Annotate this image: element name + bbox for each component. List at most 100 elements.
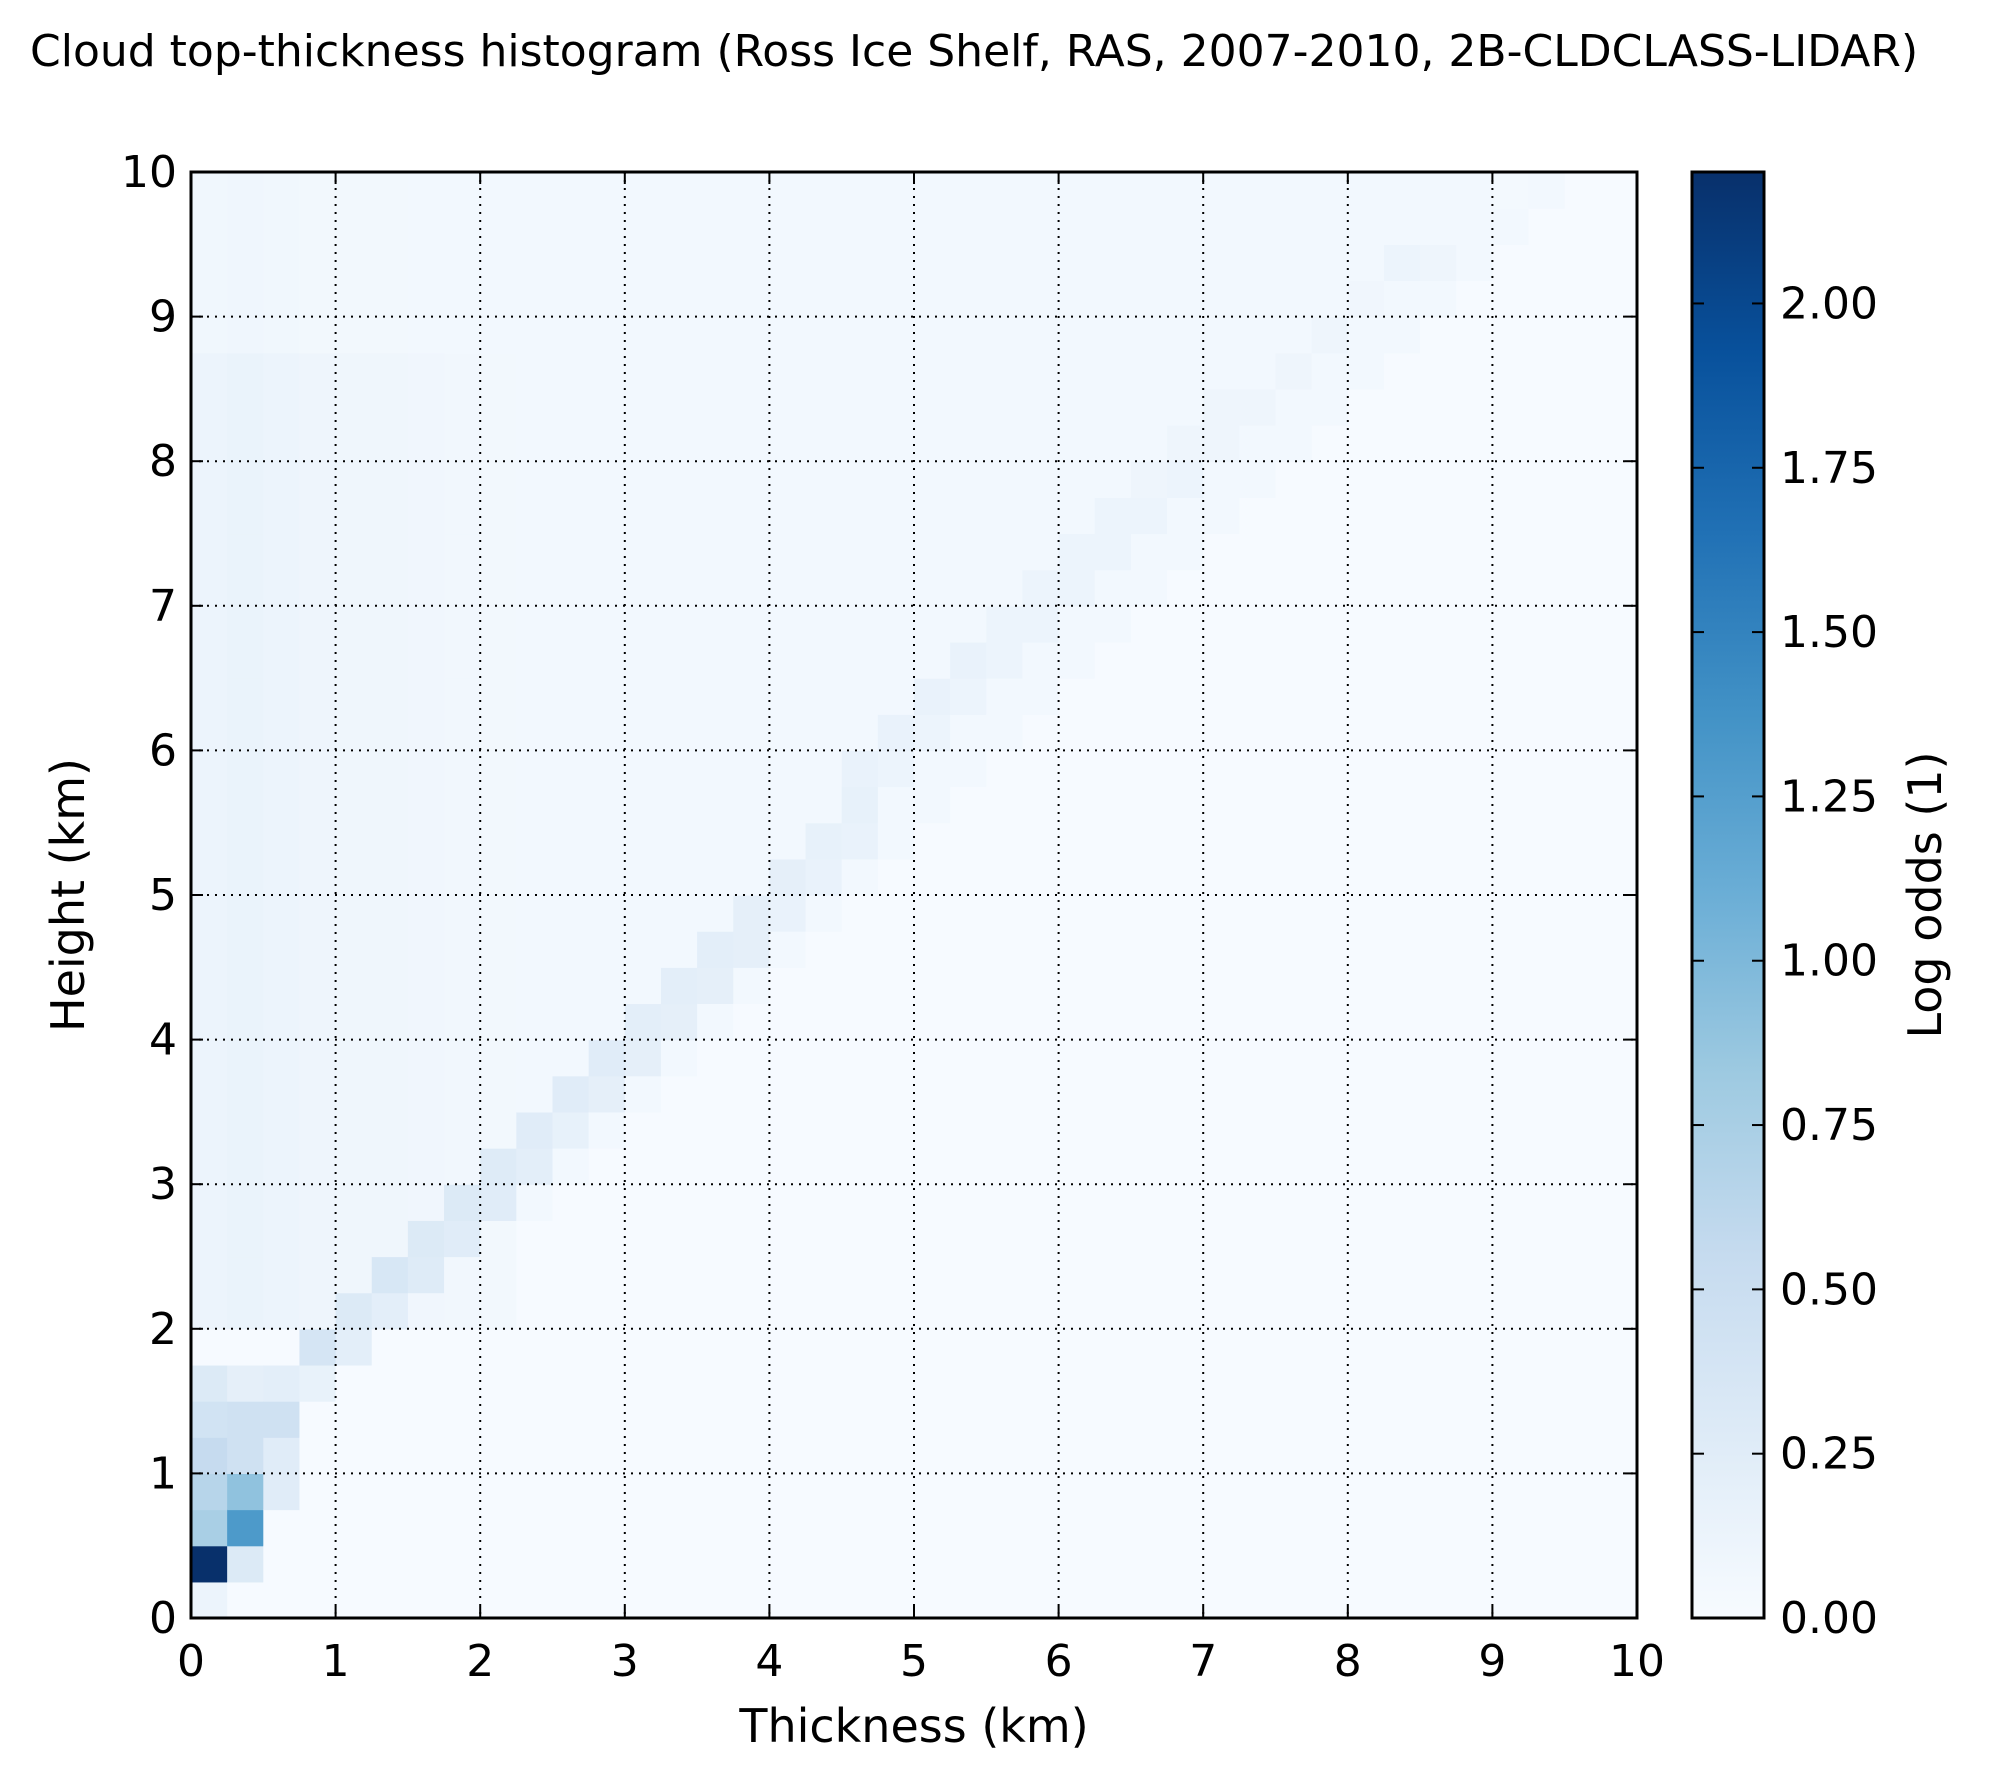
heatmap-cell bbox=[407, 1256, 445, 1294]
heatmap-cell bbox=[1600, 1220, 1638, 1258]
heatmap-cell bbox=[950, 641, 987, 679]
heatmap-cell bbox=[697, 1148, 734, 1185]
heatmap-cell bbox=[444, 1401, 481, 1438]
heatmap-cell bbox=[263, 1401, 301, 1438]
heatmap-cell bbox=[1203, 280, 1240, 318]
heatmap-cell bbox=[1347, 605, 1385, 643]
heatmap-cell bbox=[1347, 1545, 1385, 1583]
heatmap-cell bbox=[444, 1545, 481, 1583]
heatmap-cell bbox=[660, 1184, 698, 1221]
heatmap-cell bbox=[1347, 1075, 1385, 1113]
heatmap-cell bbox=[227, 1509, 264, 1547]
heatmap-cell bbox=[227, 931, 264, 968]
heatmap-cell bbox=[1456, 1473, 1493, 1511]
heatmap-cell bbox=[986, 172, 1024, 209]
heatmap-cell bbox=[407, 172, 445, 209]
heatmap-cell bbox=[950, 533, 987, 571]
heatmap-cell bbox=[1058, 569, 1096, 607]
heatmap-cell bbox=[407, 497, 445, 535]
heatmap-cell bbox=[1528, 352, 1566, 390]
heatmap-cell bbox=[914, 1581, 951, 1619]
heatmap-cell bbox=[1600, 1184, 1638, 1221]
heatmap-cell bbox=[407, 1364, 445, 1402]
heatmap-cell bbox=[769, 641, 807, 679]
heatmap-cell bbox=[769, 280, 807, 318]
heatmap-cell bbox=[1420, 208, 1457, 245]
heatmap-cell bbox=[1239, 388, 1277, 426]
heatmap-cell bbox=[335, 1364, 373, 1402]
heatmap-cell bbox=[1347, 1437, 1385, 1474]
heatmap-cell bbox=[1203, 967, 1240, 1005]
heatmap-cell bbox=[552, 1545, 590, 1583]
heatmap-cell bbox=[480, 1039, 517, 1077]
heatmap-cell bbox=[516, 461, 554, 498]
heatmap-cell bbox=[335, 605, 373, 643]
heatmap-cell bbox=[335, 461, 373, 498]
heatmap-cell bbox=[1347, 388, 1385, 426]
heatmap-cell bbox=[1094, 605, 1132, 643]
heatmap-cell bbox=[877, 244, 915, 282]
x-axis-ticks: 0 1 2 3 4 5 6 7 8 9 10 bbox=[177, 172, 1665, 1687]
heatmap-cell bbox=[1275, 1111, 1313, 1149]
heatmap-cell bbox=[624, 1509, 662, 1547]
heatmap-cell bbox=[1275, 280, 1313, 318]
heatmap-cell bbox=[660, 388, 698, 426]
heatmap-cell bbox=[697, 208, 734, 245]
heatmap-cell bbox=[1383, 641, 1421, 679]
heatmap-cell bbox=[624, 931, 662, 968]
heatmap-cell bbox=[299, 1364, 337, 1402]
heatmap-cell bbox=[1311, 1075, 1349, 1113]
heatmap-cell bbox=[1239, 244, 1277, 282]
heatmap-cell bbox=[263, 1184, 301, 1221]
heatmap-cell bbox=[841, 1003, 879, 1041]
heatmap-cell bbox=[1130, 1364, 1168, 1402]
heatmap-cell bbox=[299, 1148, 337, 1185]
heatmap-cell bbox=[1275, 822, 1313, 860]
heatmap-cell bbox=[227, 858, 264, 896]
heatmap-cell bbox=[986, 1292, 1024, 1330]
heatmap-cell bbox=[697, 714, 734, 751]
heatmap-cell bbox=[805, 461, 843, 498]
heatmap-cell bbox=[660, 1003, 698, 1041]
heatmap-cell bbox=[299, 208, 337, 245]
heatmap-cell bbox=[769, 533, 807, 571]
heatmap-cell bbox=[263, 425, 301, 462]
heatmap-cell bbox=[191, 388, 228, 426]
heatmap-cell bbox=[624, 352, 662, 390]
heatmap-cell bbox=[769, 497, 807, 535]
heatmap-cell bbox=[733, 1039, 770, 1077]
heatmap-cell bbox=[986, 1364, 1024, 1402]
heatmap-cell bbox=[1203, 425, 1240, 462]
heatmap-cell bbox=[1022, 786, 1060, 824]
heatmap-cell bbox=[1130, 497, 1168, 535]
heatmap-cell bbox=[950, 750, 987, 788]
heatmap-cell bbox=[444, 1148, 481, 1185]
heatmap-cell bbox=[1130, 1039, 1168, 1077]
heatmap-cell bbox=[191, 967, 228, 1005]
heatmap-cell bbox=[480, 280, 517, 318]
heatmap-cell bbox=[841, 1401, 879, 1438]
heatmap-cell bbox=[335, 497, 373, 535]
heatmap-cell bbox=[1456, 425, 1493, 462]
heatmap-cell bbox=[1094, 569, 1132, 607]
heatmap-cell bbox=[1420, 895, 1457, 932]
heatmap-cell bbox=[769, 461, 807, 498]
heatmap-cell bbox=[552, 208, 590, 245]
y-tick-label: 5 bbox=[149, 870, 177, 921]
heatmap-cell bbox=[733, 1220, 770, 1258]
heatmap-cell bbox=[371, 1220, 409, 1258]
heatmap-cell bbox=[1094, 750, 1132, 788]
heatmap-cell bbox=[480, 1401, 517, 1438]
heatmap-cell bbox=[299, 895, 337, 932]
heatmap-cell bbox=[1311, 425, 1349, 462]
heatmap-cell bbox=[877, 1364, 915, 1402]
heatmap-cell bbox=[444, 1111, 481, 1149]
heatmap-cell bbox=[552, 786, 590, 824]
heatmap-cell bbox=[191, 931, 228, 968]
heatmap-cell bbox=[769, 1184, 807, 1221]
heatmap-cell bbox=[1094, 172, 1132, 209]
heatmap-cell bbox=[552, 822, 590, 860]
heatmap-cell bbox=[914, 1039, 951, 1077]
heatmap-cell bbox=[877, 678, 915, 715]
